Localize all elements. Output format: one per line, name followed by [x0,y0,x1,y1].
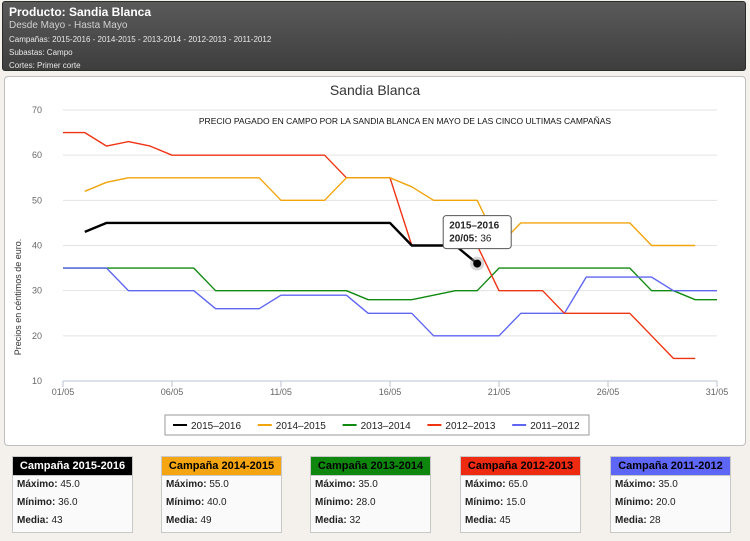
product-title: Producto: Sandia Blanca [9,5,152,19]
stats-card-2015-2016: Campaña 2015-2016 Máximo: 45.0 Mínimo: 3… [12,456,133,533]
x-tick-label: 31/05 [706,387,729,397]
y-tick-label: 60 [32,150,42,160]
stats-max: Máximo: 35.0 [315,479,378,490]
legend-item-2011–2012[interactable]: 2011–2012 [512,421,580,432]
series-line-2014–2015 [84,177,696,247]
legend-item-2012–2013[interactable]: 2012–2013 [427,421,496,432]
price-line-chart: Sandia Blanca PRECIO PAGADO EN CAMPO POR… [13,82,728,436]
tooltip-series: 2015–2016 [449,221,499,232]
axes: 10 20 30 40 50 60 70 01/05 06/05 11/05 16/05 21/05 2… [32,105,728,397]
chart-subtitle: PRECIO PAGADO EN CAMPO POR LA SANDIA BLA… [199,116,612,126]
stats-max: Máximo: 55.0 [166,479,229,490]
stats-avg: Media: 49 [166,515,212,526]
stats-min: Mínimo: 28.0 [315,497,376,508]
stats-max: Máximo: 45.0 [17,479,80,490]
x-tick-label: 06/05 [161,387,184,397]
series-lines [63,131,717,360]
legend[interactable]: 2015–2016 2014–2015 2013–2014 2012–2013 2011… [164,414,590,436]
chart-title: Sandia Blanca [330,82,421,98]
x-tick-label: 21/05 [488,387,511,397]
series-line-2013–2014 [63,267,717,301]
stats-avg: Media: 28 [615,515,661,526]
legend-item-2013–2014[interactable]: 2013–2014 [342,421,411,432]
legend-label: 2012–2013 [445,421,495,432]
stats-card-2013-2014: Campaña 2013-2014 Máximo: 35.0 Mínimo: 2… [310,456,431,533]
tooltip-box [442,215,512,250]
stats-card-2011-2012: Campaña 2011-2012 Máximo: 35.0 Mínimo: 2… [610,456,731,533]
stats-max: Máximo: 65.0 [465,479,528,490]
y-tick-label: 20 [32,331,42,341]
period-text: Desde Mayo - Hasta Mayo [9,20,128,31]
stats-avg: Media: 45 [465,515,511,526]
legend-label: 2014–2015 [276,421,326,432]
stats-avg: Media: 32 [315,515,361,526]
stats-min: Mínimo: 40.0 [166,497,227,508]
stats-min: Mínimo: 20.0 [615,497,676,508]
stats-card-title: Campaña 2015-2016 [13,457,132,476]
stats-card-title: Campaña 2011-2012 [611,457,730,476]
legend-label: 2015–2016 [191,421,241,432]
subastas-text: Subastas: Campo [9,48,73,57]
series-line-2015–2016 [84,221,478,265]
legend-item-2015–2016[interactable]: 2015–2016 [173,421,241,432]
y-tick-label: 40 [32,241,42,251]
y-tick-label: 50 [32,195,42,205]
series-line-2011–2012 [63,267,717,337]
stats-card-title: Campaña 2012-2013 [461,457,580,476]
campaigns-text: Campañas: 2015-2016 - 2014-2015 - 2013-2… [9,35,272,44]
x-tick-label: 16/05 [379,387,402,397]
legend-label: 2013–2014 [361,421,411,432]
tooltip: 2015–2016 20/05: 36 [442,215,512,271]
x-tick-label: 26/05 [597,387,620,397]
stats-card-2014-2015: Campaña 2014-2015 Máximo: 55.0 Mínimo: 4… [161,456,282,533]
tooltip-marker [473,259,482,268]
tooltip-value: 20/05: 36 [449,234,492,245]
x-tick-label: 11/05 [270,387,292,397]
y-tick-label: 70 [32,105,42,115]
stats-min: Mínimo: 36.0 [17,497,78,508]
stats-min: Mínimo: 15.0 [465,497,526,508]
filter-summary-header: Producto: Sandia Blanca Desde Mayo - Has… [2,1,746,71]
stats-card-title: Campaña 2014-2015 [162,457,281,476]
y-axis-label: Precios en céntimos de euro. [13,239,23,356]
chart-panel: Sandia Blanca PRECIO PAGADO EN CAMPO POR… [4,76,746,446]
legend-label: 2011–2012 [530,421,580,432]
stats-card-title: Campaña 2013-2014 [311,457,430,476]
campaign-stats: Campaña 2015-2016 Máximo: 45.0 Mínimo: 3… [0,456,750,541]
stats-avg: Media: 43 [17,515,63,526]
legend-box [164,414,590,436]
legend-item-2014–2015[interactable]: 2014–2015 [257,421,326,432]
stats-max: Máximo: 35.0 [615,479,678,490]
y-tick-label: 10 [32,376,42,386]
x-tick-label: 01/05 [52,387,75,397]
stats-card-2012-2013: Campaña 2012-2013 Máximo: 65.0 Mínimo: 1… [460,456,581,533]
cortes-text: Cortes: Primer corte [9,61,81,70]
y-tick-label: 30 [32,286,42,296]
